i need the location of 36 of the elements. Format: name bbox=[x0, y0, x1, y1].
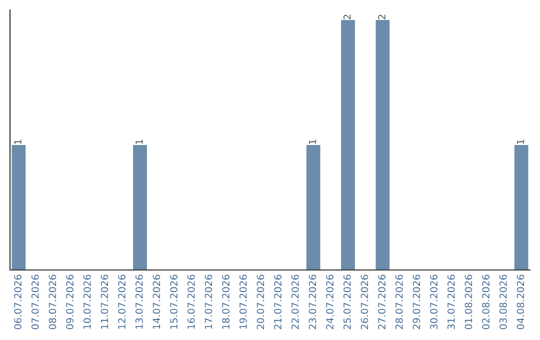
data-label: 2 bbox=[378, 14, 386, 20]
x-tick-label: 06.07.2026 bbox=[14, 274, 22, 330]
x-tick-label: 11.07.2026 bbox=[100, 274, 108, 329]
x-tick-label: 23.07.2026 bbox=[308, 274, 316, 330]
x-tick-label: 20.07.2026 bbox=[256, 274, 264, 330]
data-label: 2 bbox=[343, 14, 351, 20]
x-tick-label: 19.07.2026 bbox=[239, 274, 247, 329]
x-tick-label: 16.07.2026 bbox=[187, 274, 195, 329]
data-label: 1 bbox=[136, 140, 143, 144]
x-tick-label: 24.07.2026 bbox=[326, 274, 334, 330]
x-tick-label: 03.08.2026 bbox=[499, 274, 507, 330]
x-tick-label: 08.07.2026 bbox=[48, 274, 56, 330]
x-tick-label: 09.07.2026 bbox=[66, 274, 74, 330]
x-tick-label: 15.07.2026 bbox=[170, 274, 178, 329]
x-tick-label: 18.07.2026 bbox=[222, 274, 230, 329]
x-tick-label: 30.07.2026 bbox=[430, 274, 438, 330]
x-tick-label: 27.07.2026 bbox=[378, 274, 386, 330]
x-tick-label: 26.07.2026 bbox=[360, 274, 368, 330]
x-tick-label: 25.07.2026 bbox=[343, 274, 351, 330]
x-tick-label: 22.07.2026 bbox=[291, 274, 299, 330]
x-tick-label: 14.07.2026 bbox=[152, 274, 160, 329]
data-label: 1 bbox=[14, 140, 22, 144]
x-tick-label: 07.07.2026 bbox=[31, 274, 39, 330]
x-tick-label: 21.07.2026 bbox=[274, 274, 282, 330]
x-tick-label: 17.07.2026 bbox=[204, 274, 212, 329]
x-tick-label: 02.08.2026 bbox=[482, 274, 490, 330]
data-label: 1 bbox=[308, 140, 316, 144]
x-tick-label: 29.07.2026 bbox=[412, 274, 420, 330]
x-tick-label: 31.07.2026 bbox=[447, 274, 455, 330]
x-tick-label: 01.08.2026 bbox=[464, 274, 472, 330]
x-tick-label: 13.07.2026 bbox=[135, 274, 143, 329]
x-tick-label: 04.08.2026 bbox=[516, 274, 524, 330]
x-tick-label: 10.07.2026 bbox=[83, 274, 91, 329]
data-label: 1 bbox=[516, 140, 524, 144]
x-tick-label: 28.07.2026 bbox=[395, 274, 403, 330]
x-tick-label: 12.07.2026 bbox=[118, 274, 126, 329]
